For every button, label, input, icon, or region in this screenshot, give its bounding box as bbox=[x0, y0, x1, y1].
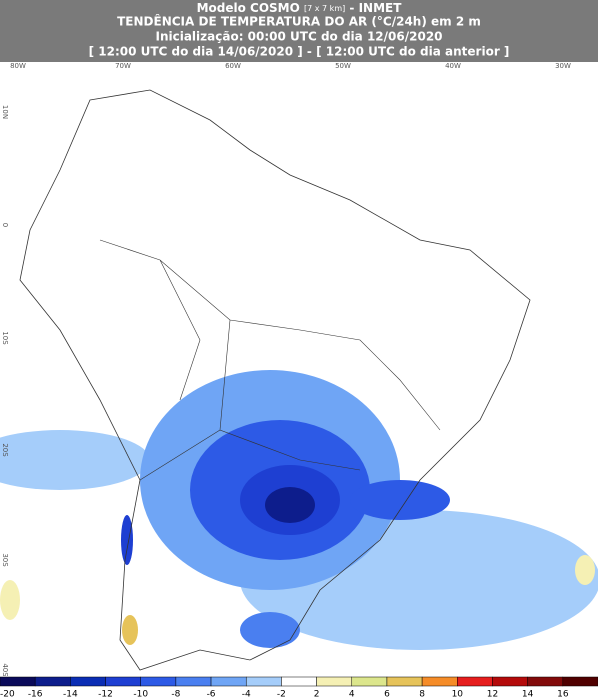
header-bar bbox=[0, 0, 598, 62]
legend-swatch bbox=[140, 676, 177, 687]
legend-swatch bbox=[34, 676, 71, 687]
legend-tick: -14 bbox=[63, 690, 78, 700]
legend-tick: -8 bbox=[171, 690, 180, 700]
lon-label: 30W bbox=[555, 62, 571, 70]
legend-tick: 4 bbox=[349, 690, 355, 700]
title: TENDÊNCIA DE TEMPERATURA DO AR (°C/24h) … bbox=[117, 14, 481, 29]
legend-swatch bbox=[70, 676, 106, 687]
legend-tick: -16 bbox=[28, 690, 43, 700]
header-line1: Modelo COSMO [7 x 7 km] - INMET bbox=[197, 1, 403, 15]
lat-label: 20S bbox=[1, 443, 9, 457]
lat-label: 40S bbox=[1, 663, 9, 677]
lat-label: 0 bbox=[1, 223, 9, 227]
legend-swatch bbox=[245, 676, 282, 687]
legend-swatch bbox=[316, 676, 353, 687]
source: - INMET bbox=[349, 1, 402, 15]
lat-label: 10S bbox=[1, 331, 9, 345]
shading bbox=[0, 370, 598, 650]
legend-tick: -2 bbox=[277, 690, 286, 700]
legend-tick: -6 bbox=[207, 690, 216, 700]
legend-swatch bbox=[527, 676, 564, 687]
lon-label: 70W bbox=[115, 62, 131, 70]
legend-swatch bbox=[457, 676, 493, 687]
legend-swatch bbox=[210, 676, 247, 687]
lon-label: 80W bbox=[10, 62, 26, 70]
coastline bbox=[19, 89, 531, 671]
legend-swatch bbox=[492, 676, 528, 687]
legend-tick: 10 bbox=[452, 690, 464, 700]
legend-tick: 8 bbox=[419, 690, 425, 700]
legend-swatch bbox=[0, 676, 36, 687]
legend-swatch bbox=[386, 676, 423, 687]
resolution: [7 x 7 km] bbox=[304, 4, 345, 13]
legend-tick: 14 bbox=[522, 690, 534, 700]
legend-tick: 6 bbox=[384, 690, 390, 700]
legend-swatch bbox=[351, 676, 388, 687]
legend-tick: 12 bbox=[487, 690, 498, 700]
legend-tick: 16 bbox=[557, 690, 569, 700]
legend-swatch bbox=[562, 676, 598, 687]
borders bbox=[99, 239, 441, 481]
period: [ 12:00 UTC do dia 14/06/2020 ] - [ 12:0… bbox=[89, 45, 510, 59]
init: Inicialização: 00:00 UTC do dia 12/06/20… bbox=[155, 30, 442, 44]
legend-tick: -4 bbox=[242, 690, 251, 700]
lon-label: 40W bbox=[445, 62, 461, 70]
legend-swatch bbox=[175, 676, 212, 687]
legend-tick: -20 bbox=[0, 690, 15, 700]
lat-label: 30S bbox=[1, 553, 9, 567]
legend-swatch bbox=[105, 676, 141, 687]
lon-label: 50W bbox=[335, 62, 351, 70]
lat-label: 10N bbox=[1, 105, 9, 119]
legend-tick: -12 bbox=[98, 690, 113, 700]
legend-swatch bbox=[281, 676, 317, 687]
lon-label: 60W bbox=[225, 62, 241, 70]
legend-swatch bbox=[421, 676, 458, 687]
legend-tick: -10 bbox=[133, 690, 148, 700]
legend-tick: 2 bbox=[314, 690, 320, 700]
model: Modelo COSMO bbox=[197, 1, 300, 15]
